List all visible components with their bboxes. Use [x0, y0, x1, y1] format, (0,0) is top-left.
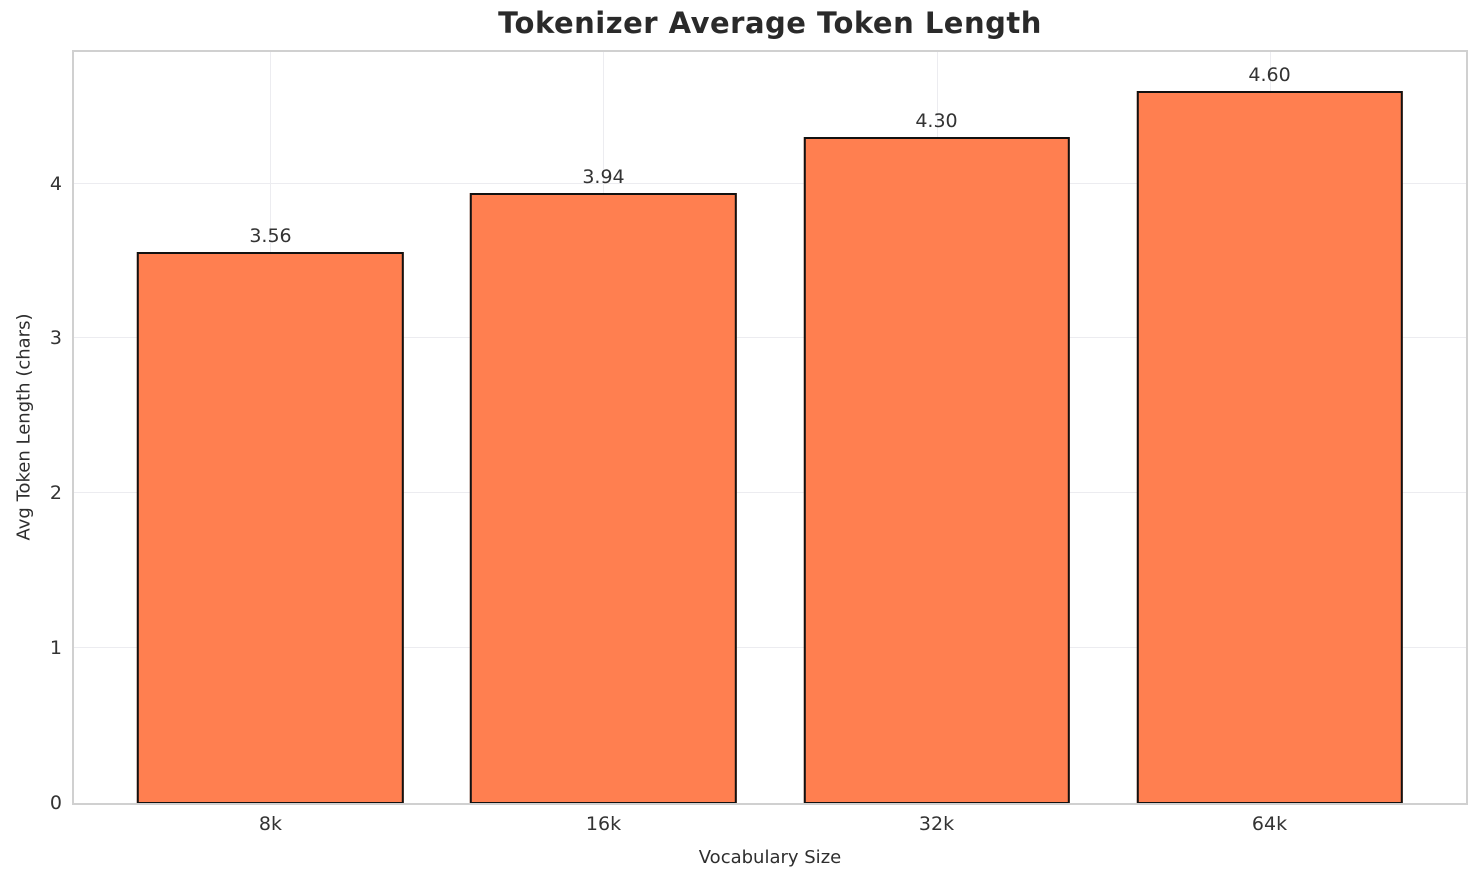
x-tick-label: 16k — [585, 813, 622, 835]
bar-value-label: 4.30 — [915, 110, 958, 133]
x-tick-label: 32k — [918, 813, 955, 835]
bar — [470, 192, 737, 803]
plot-area: 0 1 2 3 4 3.56 8k 3.94 16k 4.30 32k 4.60 64k — [50, 50, 1468, 835]
y-gridline — [74, 647, 1466, 649]
x-tick-label: 64k — [1251, 813, 1288, 835]
y-gridline — [74, 492, 1466, 494]
y-tick-label: 3 — [49, 327, 62, 350]
y-axis-label: Avg Token Length (chars) — [13, 313, 35, 541]
bar-value-label: 3.94 — [582, 165, 625, 188]
y-tick-label: 1 — [49, 637, 62, 660]
bar — [137, 251, 404, 803]
y-tick-label: 0 — [49, 792, 62, 814]
bar — [1136, 90, 1403, 803]
bar-value-label: 3.56 — [249, 224, 292, 247]
y-gridline — [74, 182, 1466, 184]
bar-value-label: 4.60 — [1248, 63, 1291, 86]
y-tick-label: 2 — [49, 482, 62, 505]
chart-title: Tokenizer Average Token Length — [498, 6, 1042, 40]
y-tick-label: 4 — [49, 172, 62, 195]
x-tick-label: 8k — [258, 813, 283, 835]
x-axis-label: Vocabulary Size — [698, 847, 842, 868]
bar — [803, 137, 1070, 803]
y-gridline — [74, 337, 1466, 339]
